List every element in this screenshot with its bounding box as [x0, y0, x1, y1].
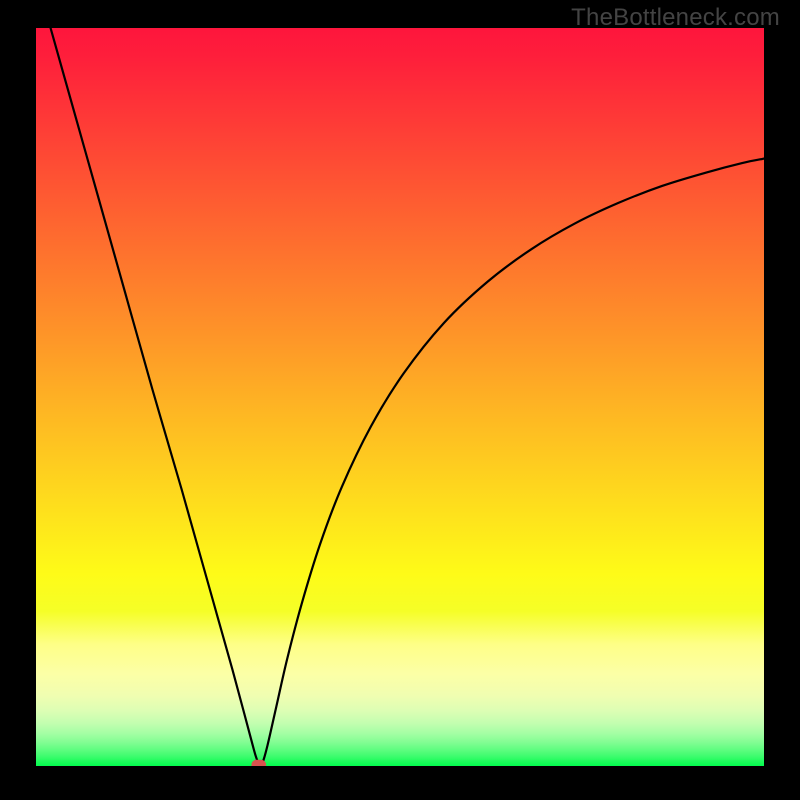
optimum-marker [251, 760, 266, 766]
plot-outer-frame [18, 28, 782, 784]
chart-svg [36, 28, 764, 766]
gradient-background [36, 28, 764, 766]
watermark-text: TheBottleneck.com [571, 4, 780, 32]
plot-area [36, 28, 764, 766]
